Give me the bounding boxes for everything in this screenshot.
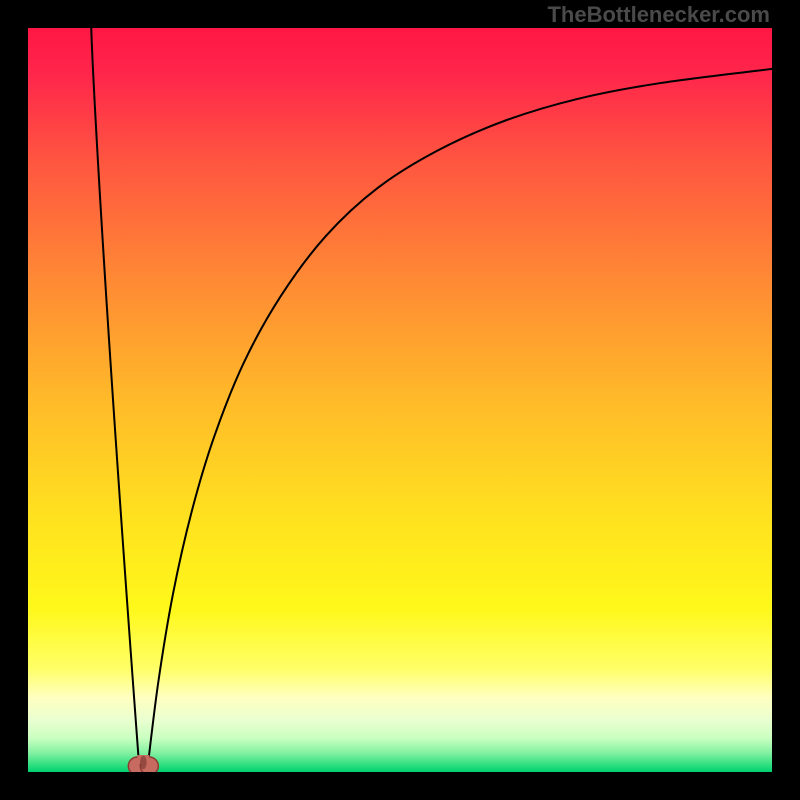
trough-marker [128,755,158,772]
curve-layer [28,28,772,772]
watermark-text: TheBottlenecker.com [547,2,770,28]
chart-frame: TheBottlenecker.com [0,0,800,800]
right-branch-curve [147,69,772,772]
plot-area [28,28,772,772]
left-branch-curve [91,28,139,772]
